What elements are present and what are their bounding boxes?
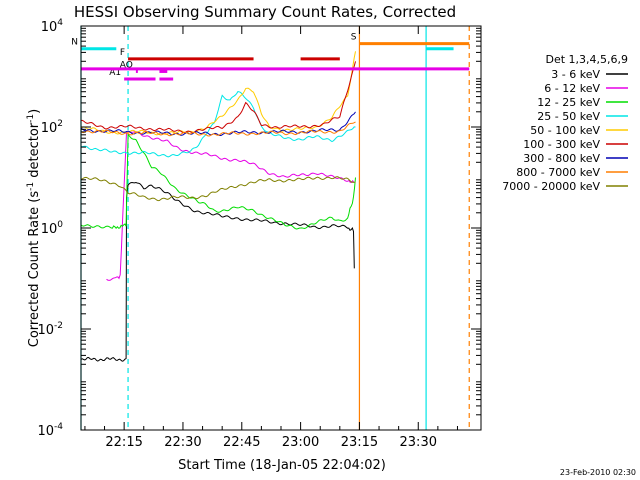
y-label-mid: detector xyxy=(27,122,42,182)
series-line-3 xyxy=(80,91,356,158)
legend-title: Det 1,3,4,5,6,9 xyxy=(545,53,628,66)
flag-label-1: F xyxy=(120,48,125,58)
x-tick-label-3: 23:00 xyxy=(282,435,319,450)
y-label-main: Corrected Count Rate (s xyxy=(27,191,42,348)
x-tick-label-2: 22:45 xyxy=(223,435,260,450)
x-tick-label-5: 23:30 xyxy=(400,435,437,450)
flag-label-0: N xyxy=(71,38,78,48)
y-tick-label-3: 102 xyxy=(41,119,63,136)
x-tick-label-4: 23:15 xyxy=(341,435,378,450)
series-line-0 xyxy=(80,181,355,362)
legend-label-8: 7000 - 20000 keV xyxy=(502,180,600,193)
y-label-exp1: -1 xyxy=(26,182,36,191)
x-tick-label-1: 22:30 xyxy=(164,435,201,450)
series-line-7 xyxy=(80,121,356,137)
series-line-2 xyxy=(80,132,356,230)
x-tick-label-0: 22:15 xyxy=(105,435,142,450)
y-label-exp2: -1 xyxy=(26,114,36,123)
legend-label-0: 3 - 6 keV xyxy=(551,68,600,81)
plot-frame xyxy=(80,25,482,431)
legend-label-3: 25 - 50 keV xyxy=(537,110,600,123)
legend-label-4: 50 - 100 keV xyxy=(530,124,600,137)
y-tick-label-2: 100 xyxy=(41,220,64,237)
legend-label-5: 100 - 300 keV xyxy=(523,138,600,151)
flag-label-3: AQ xyxy=(120,60,133,70)
y-tick-label-0: 10-4 xyxy=(37,422,63,439)
legend-label-1: 6 - 12 keV xyxy=(544,82,600,95)
footer-date: 23-Feb-2010 02:30 xyxy=(560,468,636,477)
legend-label-6: 300 - 800 keV xyxy=(523,152,600,165)
x-axis-label: Start Time (18-Jan-05 22:04:02) xyxy=(178,458,386,473)
chart-title: HESSI Observing Summary Count Rates, Cor… xyxy=(74,3,456,21)
svg-text:Corrected Count Rate (s-1 dete: Corrected Count Rate (s-1 detector-1) xyxy=(26,109,42,347)
series-line-8 xyxy=(80,176,356,202)
y-label-close: ) xyxy=(27,109,42,114)
flag-label-4: A1 xyxy=(109,68,121,78)
series-line-5 xyxy=(81,61,356,134)
y-axis-label: Corrected Count Rate (s-1 detector-1) xyxy=(26,109,42,347)
y-axis: 10-4 10-2 100 102 104 xyxy=(37,18,481,439)
y-tick-label-4: 104 xyxy=(41,18,64,35)
legend-label-2: 12 - 25 keV xyxy=(537,96,600,109)
legend-label-7: 800 - 7000 keV xyxy=(516,166,600,179)
y-tick-label-1: 10-2 xyxy=(37,321,63,338)
x-axis: 22:15 22:30 22:45 23:00 23:15 23:30 xyxy=(84,26,458,450)
series-line-1 xyxy=(106,131,355,281)
flag-label-2: S xyxy=(351,33,357,43)
